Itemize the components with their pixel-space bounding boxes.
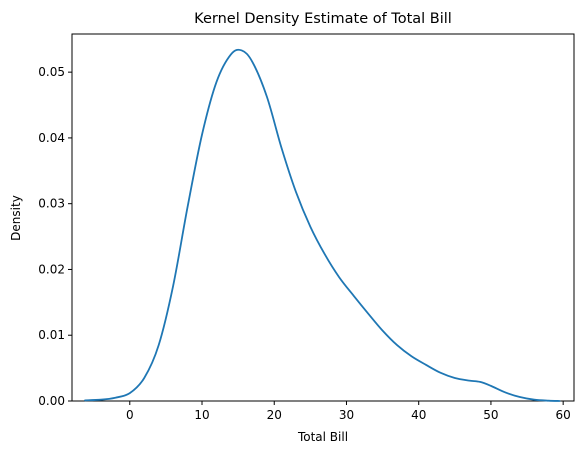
x-axis: 0 10 20 30 40 50 60	[126, 401, 571, 422]
x-tick-label: 40	[411, 408, 426, 422]
y-tick-label: 0.03	[38, 197, 65, 211]
plot-frame	[71, 33, 575, 402]
y-tick-label: 0.02	[38, 262, 65, 276]
x-axis-label: Total Bill	[297, 430, 348, 444]
density-curve	[84, 48, 561, 402]
y-tick-label: 0.05	[38, 65, 65, 79]
x-tick-label: 0	[126, 408, 134, 422]
x-tick-label: 30	[339, 408, 354, 422]
x-tick-label: 10	[194, 408, 209, 422]
y-axis-label: Density	[9, 195, 23, 241]
y-tick-label: 0.00	[38, 394, 65, 408]
plot-area	[71, 33, 575, 402]
x-tick-label: 50	[483, 408, 498, 422]
chart-title: Kernel Density Estimate of Total Bill	[194, 11, 452, 27]
x-tick-label: 60	[556, 408, 571, 422]
y-tick-label: 0.04	[38, 131, 65, 145]
y-axis: 0.00 0.01 0.02 0.03 0.04 0.05	[38, 65, 72, 408]
y-tick-label: 0.01	[38, 328, 65, 342]
x-tick-label: 20	[267, 408, 282, 422]
